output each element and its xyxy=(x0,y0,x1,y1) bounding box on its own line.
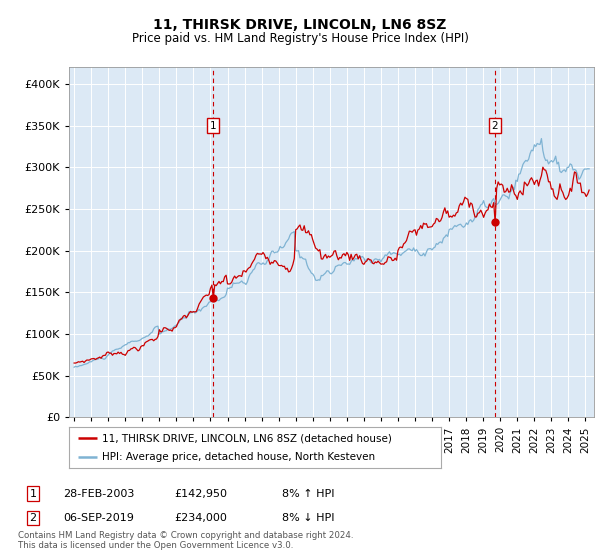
Text: 2: 2 xyxy=(29,513,37,523)
Text: 11, THIRSK DRIVE, LINCOLN, LN6 8SZ: 11, THIRSK DRIVE, LINCOLN, LN6 8SZ xyxy=(154,18,446,32)
Text: 28-FEB-2003: 28-FEB-2003 xyxy=(63,489,134,499)
Text: 1: 1 xyxy=(29,489,37,499)
Text: 1: 1 xyxy=(210,120,217,130)
Text: Price paid vs. HM Land Registry's House Price Index (HPI): Price paid vs. HM Land Registry's House … xyxy=(131,32,469,45)
Text: 06-SEP-2019: 06-SEP-2019 xyxy=(63,513,134,523)
Text: £142,950: £142,950 xyxy=(174,489,227,499)
Text: 8% ↓ HPI: 8% ↓ HPI xyxy=(282,513,335,523)
Text: 8% ↑ HPI: 8% ↑ HPI xyxy=(282,489,335,499)
Text: £234,000: £234,000 xyxy=(174,513,227,523)
Text: HPI: Average price, detached house, North Kesteven: HPI: Average price, detached house, Nort… xyxy=(103,452,376,461)
Text: 2: 2 xyxy=(491,120,498,130)
Text: Contains HM Land Registry data © Crown copyright and database right 2024.
This d: Contains HM Land Registry data © Crown c… xyxy=(18,530,353,550)
Text: 11, THIRSK DRIVE, LINCOLN, LN6 8SZ (detached house): 11, THIRSK DRIVE, LINCOLN, LN6 8SZ (deta… xyxy=(103,433,392,443)
